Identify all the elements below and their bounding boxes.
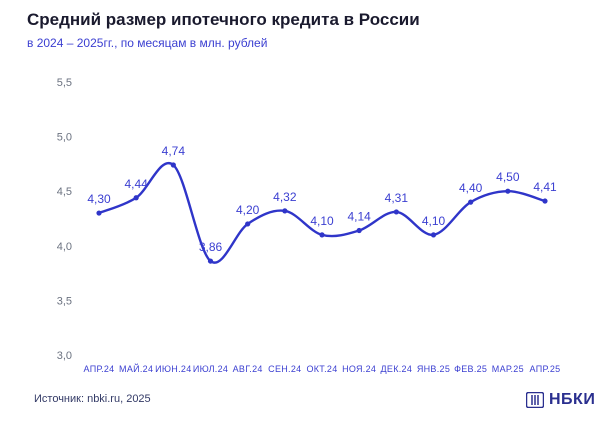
- x-tick-label: НОЯ.24: [342, 364, 376, 374]
- brand-name: НБКИ: [549, 391, 596, 408]
- y-tick-label: 4,0: [57, 241, 72, 253]
- data-point: [207, 258, 214, 264]
- data-point: [96, 210, 102, 216]
- brand-logo: НБКИ: [526, 391, 595, 409]
- data-label: 4,30: [87, 192, 111, 206]
- x-axis: АПР.24 МАЙ.24 ИЮН.24 ИЮЛ.24 АВГ.24 СЕН.24 ОКТ.…: [84, 363, 561, 374]
- data-point: [282, 208, 288, 214]
- data-point: [245, 221, 251, 227]
- data-label: 4,10: [310, 214, 334, 228]
- x-tick-label: ОКТ.24: [306, 364, 337, 374]
- x-tick-label: ИЮН.24: [155, 364, 191, 374]
- data-point: [356, 227, 362, 234]
- x-tick-label: ИЮЛ.24: [193, 364, 228, 374]
- data-label: 4,31: [385, 191, 409, 205]
- x-tick-label: АВГ.24: [233, 364, 263, 374]
- data-point: [133, 195, 139, 201]
- y-tick-label: 3,0: [57, 350, 72, 362]
- data-point: [468, 199, 474, 205]
- data-point: [393, 209, 399, 215]
- data-point: [542, 198, 548, 204]
- y-axis: 3,0 3,5 4,0 4,5 5,0 5,5: [57, 77, 72, 362]
- x-tick-label: СЕН.24: [268, 364, 301, 374]
- data-label: 3,86: [199, 240, 223, 254]
- y-tick-label: 3,5: [57, 295, 72, 307]
- y-tick-label: 4,5: [57, 186, 72, 198]
- data-label: 4,14: [347, 210, 371, 224]
- data-point: [319, 232, 325, 238]
- x-tick-label: ЯНВ.25: [417, 364, 450, 374]
- x-tick-label: МАР.25: [492, 364, 524, 374]
- data-label: 4,44: [124, 177, 148, 191]
- nbki-logo-icon: [526, 392, 544, 408]
- data-label: 4,10: [422, 214, 446, 228]
- data-labels: 4,30 4,44 4,74 3,86 4,20 4,32 4,10 4,14 4,31 4,10…: [87, 144, 557, 254]
- x-tick-label: АПР.25: [530, 364, 561, 374]
- data-label: 4,32: [273, 190, 297, 204]
- y-tick-label: 5,5: [57, 77, 72, 89]
- series-line: [97, 161, 547, 264]
- data-point: [505, 188, 511, 194]
- y-tick-label: 5,0: [57, 132, 72, 144]
- data-label: 4,41: [533, 180, 557, 194]
- data-label: 4,50: [496, 170, 520, 184]
- x-tick-label: ФЕВ.25: [454, 364, 487, 374]
- source-note: Источник: nbki.ru, 2025: [34, 393, 151, 405]
- chart-subtitle: в 2024 – 2025гг., по месяцам в млн. рубл…: [27, 36, 268, 50]
- data-points: [96, 162, 548, 264]
- x-tick-label: ДЕК.24: [381, 364, 413, 374]
- data-label: 4,40: [459, 181, 483, 195]
- data-label: 4,20: [236, 203, 260, 217]
- data-point: [430, 232, 437, 238]
- x-tick-label: АПР.24: [84, 364, 115, 374]
- x-tick-label: МАЙ.24: [119, 363, 153, 374]
- data-label: 4,74: [162, 144, 186, 158]
- data-point: [170, 162, 176, 168]
- chart-title: Средний размер ипотечного кредита в Росс…: [27, 10, 420, 29]
